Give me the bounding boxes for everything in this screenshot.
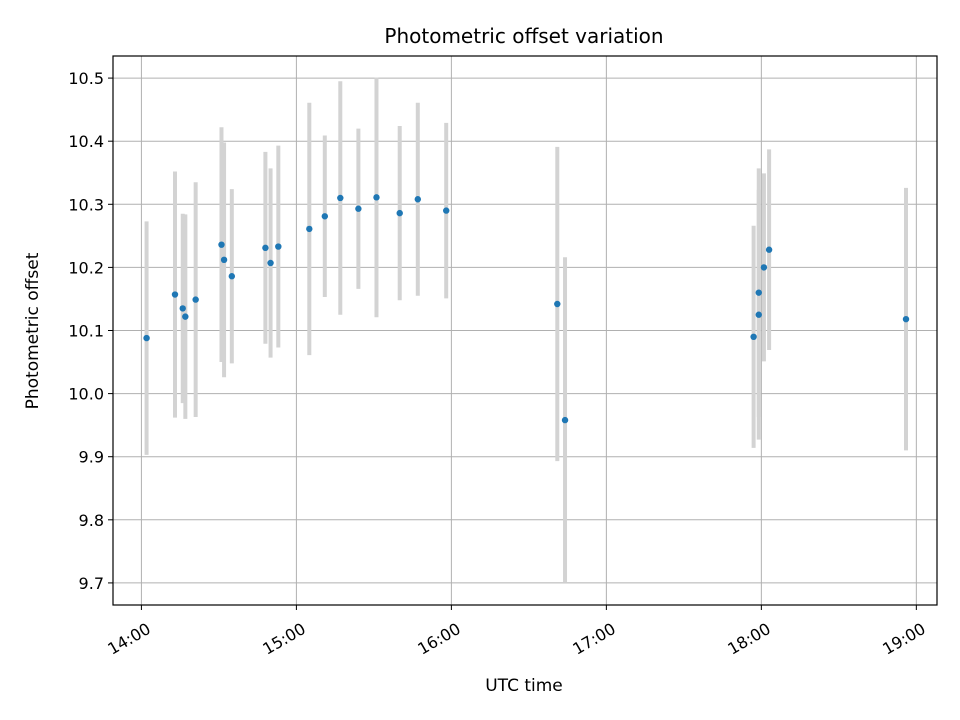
- data-point: [396, 209, 403, 217]
- data-point: [220, 256, 228, 264]
- y-tick-label: 9.9: [79, 448, 104, 467]
- data-point: [414, 196, 422, 203]
- data-point: [171, 291, 179, 298]
- data-point: [755, 311, 762, 318]
- data-point: [192, 296, 199, 303]
- y-tick-label: 10.5: [68, 69, 104, 88]
- x-tick-label: 17:00: [569, 619, 618, 659]
- data-point: [275, 243, 282, 250]
- data-point: [750, 333, 757, 341]
- data-point: [765, 246, 773, 253]
- y-tick-label: 10.2: [68, 258, 104, 277]
- data-point: [554, 300, 561, 308]
- data-point: [262, 244, 269, 252]
- data-point: [760, 264, 768, 271]
- data-point: [228, 273, 236, 280]
- data-point: [443, 207, 450, 214]
- x-tick-label: 16:00: [414, 619, 463, 659]
- x-tick-label: 15:00: [259, 619, 308, 659]
- y-tick-label: 9.7: [79, 574, 104, 593]
- data-point: [218, 241, 225, 248]
- y-tick-label: 10.4: [68, 132, 104, 151]
- y-tick-label: 10.0: [68, 385, 104, 404]
- y-axis-label: Photometric offset: [23, 252, 43, 409]
- grid: [113, 56, 937, 605]
- data-points: [143, 194, 910, 424]
- data-point: [182, 313, 189, 320]
- y-axis: 9.7 9.8 9.9 10.0 10.1 10.2 10.3 10.4 10.5: [68, 69, 113, 593]
- data-point: [373, 194, 380, 201]
- data-point: [143, 334, 150, 342]
- data-point: [179, 305, 186, 312]
- y-tick-label: 9.8: [79, 511, 104, 530]
- data-point: [755, 289, 762, 296]
- x-axis-label: UTC time: [485, 676, 563, 696]
- x-tick-label: 18:00: [724, 619, 773, 659]
- data-point: [337, 194, 344, 202]
- x-tick-label: 14:00: [104, 619, 153, 659]
- x-tick-label: 19:00: [879, 619, 928, 659]
- x-axis: 14:00 15:00 16:00 17:00 18:00 19:00: [104, 605, 929, 659]
- chart-title: Photometric offset variation: [384, 24, 663, 48]
- data-point: [561, 416, 569, 424]
- data-point: [321, 213, 329, 220]
- data-point: [267, 259, 274, 267]
- y-tick-label: 10.3: [68, 195, 104, 214]
- data-point: [902, 315, 910, 323]
- data-point: [355, 205, 362, 212]
- data-point: [306, 225, 313, 233]
- y-tick-label: 10.1: [68, 322, 104, 341]
